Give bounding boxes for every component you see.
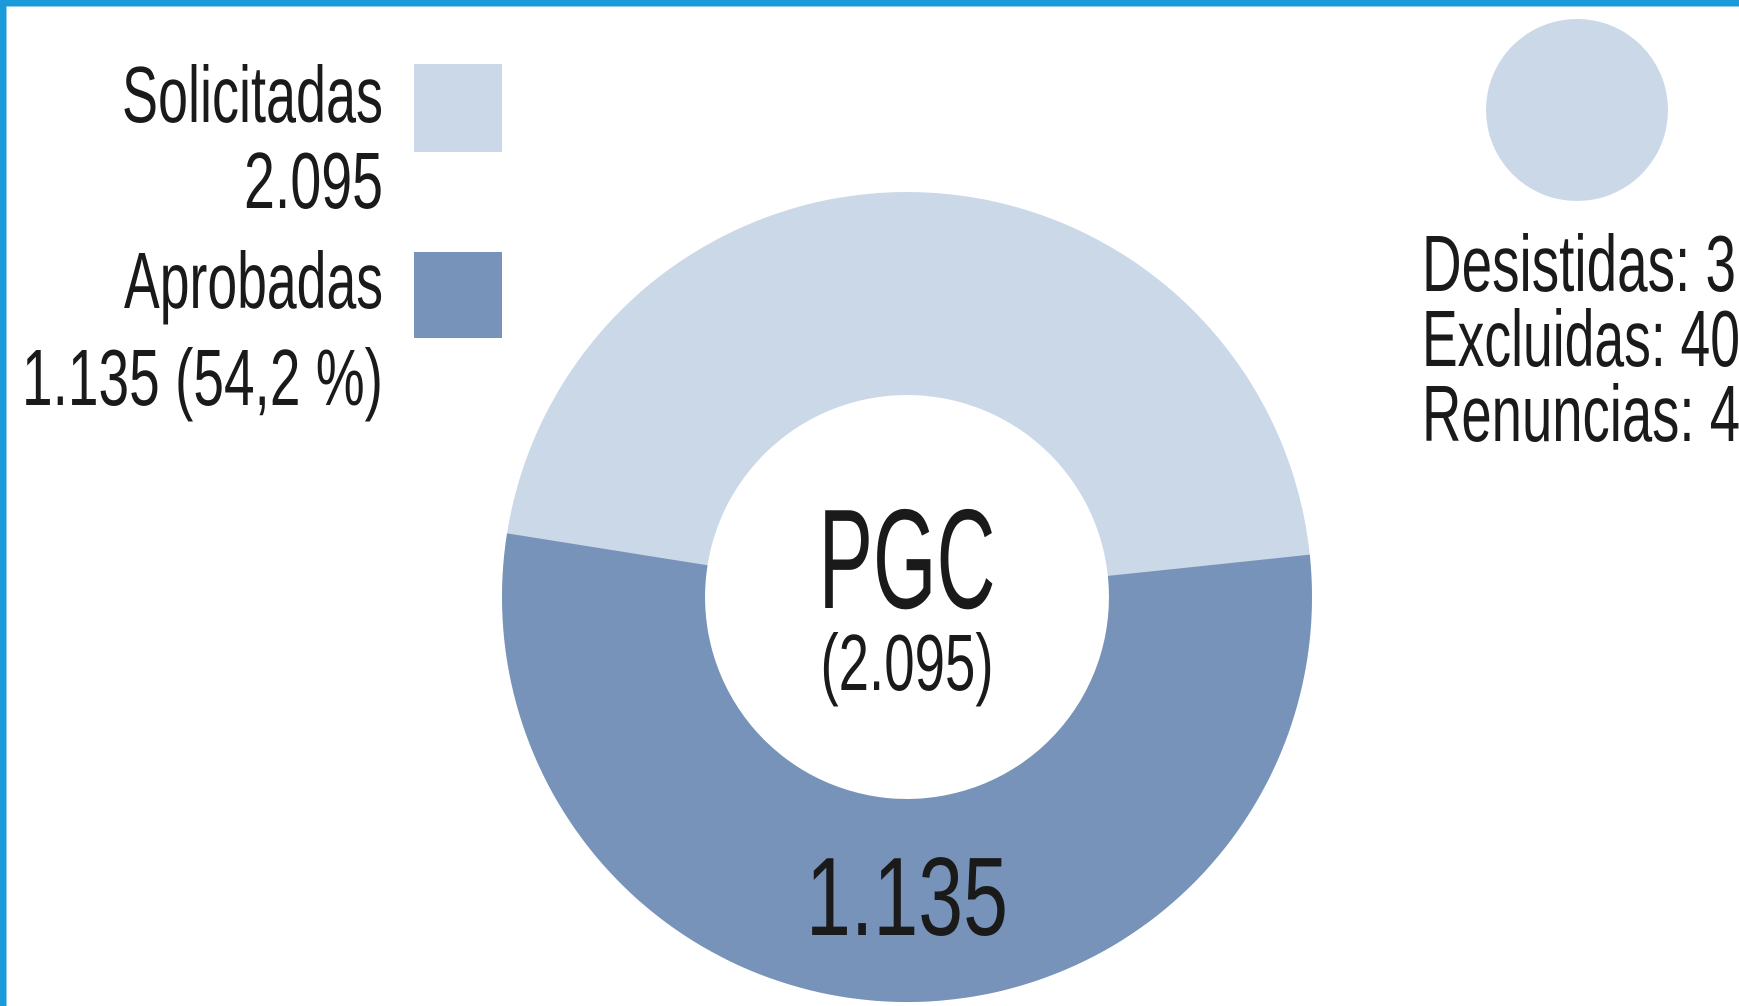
legend-value: 1.135 (54,2 %) <box>22 333 383 422</box>
legend-label: Solicitadas <box>122 50 383 139</box>
note: Excluidas: 40 <box>1422 294 1739 383</box>
legend-swatch <box>414 64 502 152</box>
note: Renuncias: 4 <box>1422 369 1739 458</box>
notes-icon <box>1486 19 1668 201</box>
donut-segment <box>502 533 1313 1002</box>
arc-label: 1.135 <box>806 835 1008 959</box>
center-label: (2.095) <box>821 618 994 707</box>
legend-label: Aprobadas <box>124 236 383 325</box>
legend-swatch <box>414 252 502 338</box>
legend-value: 2.095 <box>244 136 383 225</box>
center-title: PGC <box>819 480 996 639</box>
note: Desistidas: 3 <box>1422 219 1736 308</box>
